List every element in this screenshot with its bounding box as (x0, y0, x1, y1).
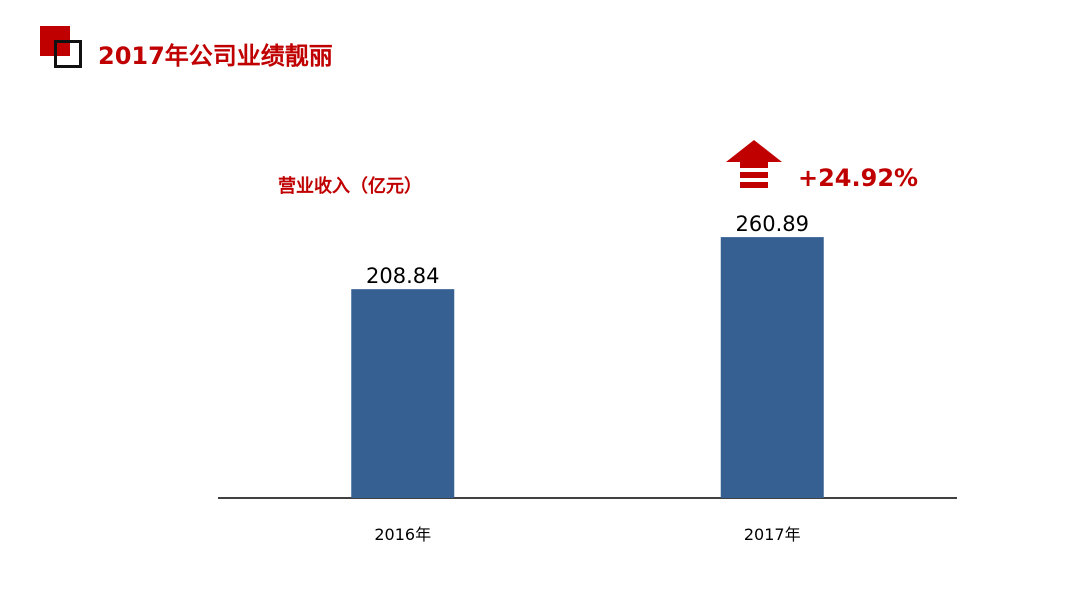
growth-percentage: +24.92% (798, 164, 919, 192)
bar-value-label: 260.89 (736, 212, 809, 236)
logo (40, 26, 92, 74)
bar-1 (351, 289, 455, 498)
bar-2 (720, 237, 824, 499)
page-title: 2017年公司业绩靓丽 (98, 42, 333, 70)
logo-frame (54, 40, 82, 68)
up-arrow-icon (726, 140, 782, 188)
x-tick-label: 2017年 (744, 525, 801, 544)
bar-value-label: 208.84 (366, 264, 439, 288)
chart-subtitle: 营业收入（亿元） (278, 176, 422, 197)
x-tick-label: 2016年 (374, 525, 431, 544)
